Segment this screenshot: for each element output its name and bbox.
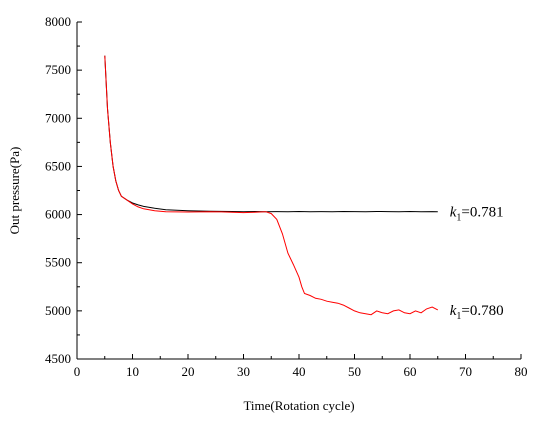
y-ticks: 4500 5000 5500 6000 6500 7000 7500 8000 (45, 14, 82, 366)
y-axis-title: Out pressure(Pa) (7, 147, 22, 235)
y-tick-label: 4500 (45, 351, 71, 366)
x-tick-label: 50 (348, 364, 361, 379)
x-tick-label: 70 (459, 364, 472, 379)
x-tick-label: 80 (515, 364, 528, 379)
x-tick-label: 60 (404, 364, 417, 379)
x-axis-title: Time(Rotation cycle) (243, 398, 354, 413)
series-label-1: k1=0.781 (450, 205, 504, 224)
x-tick-label: 40 (293, 364, 306, 379)
series-line-1 (104, 55, 438, 213)
y-tick-label: 8000 (45, 14, 71, 29)
x-tick-label: 20 (182, 364, 195, 379)
series-label-2: k1=0.780 (450, 303, 504, 322)
y-tick-label: 7500 (45, 62, 71, 77)
x-ticks: 0 10 20 30 40 50 60 70 80 (74, 354, 528, 379)
y-tick-label: 5500 (45, 255, 71, 270)
y-tick-label: 6500 (45, 158, 71, 173)
series-line-2 (104, 55, 439, 316)
x-tick-label: 30 (237, 364, 250, 379)
series-layer (104, 55, 439, 316)
y-tick-label: 6000 (45, 207, 71, 222)
x-tick-label: 10 (126, 364, 139, 379)
series-labels: k1=0.781 k1=0.780 (450, 205, 504, 322)
x-tick-label: 0 (74, 364, 81, 379)
y-tick-label: 7000 (45, 110, 71, 125)
y-tick-label: 5000 (45, 303, 71, 318)
